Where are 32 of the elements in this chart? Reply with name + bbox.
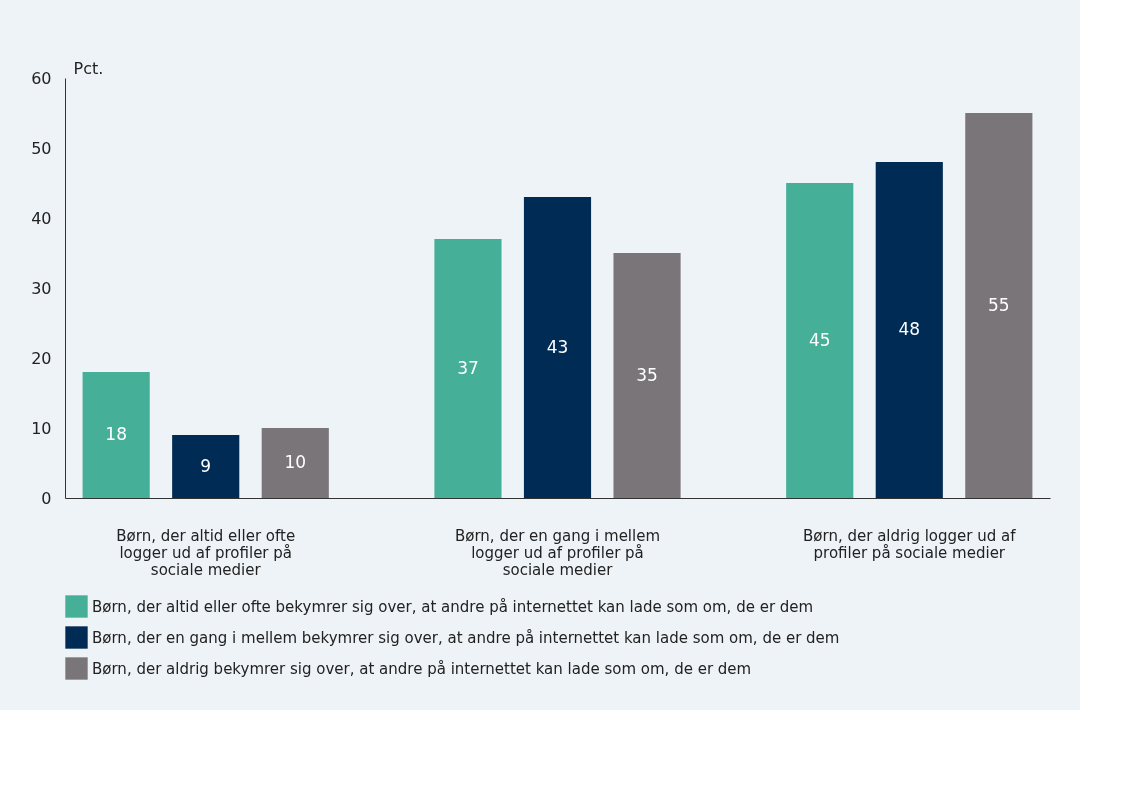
legend-label: Børn, der altid eller ofte bekymrer sig over, at andre på internettet kan lade som om, de er dem (92, 597, 814, 616)
y-tick-label: 0 (41, 488, 52, 508)
y-axis-title: Pct. (73, 58, 104, 78)
y-tick-label: 30 (31, 278, 52, 298)
bar (965, 113, 1033, 498)
x-tick-label: Børn, der en gang i mellem logger ud af profiler på sociale medier (454, 526, 661, 579)
bar (82, 372, 150, 498)
bar (786, 183, 854, 498)
y-tick-label: 20 (31, 348, 52, 368)
y-tick-label: 60 (31, 68, 52, 88)
data-label: 18 (105, 424, 127, 444)
x-tick-label: Børn, der aldrig logger ud af profiler på sociale medier (803, 526, 1017, 562)
legend-label: Børn, der aldrig bekymrer sig over, at andre på internettet kan lade som om, de er dem (92, 659, 752, 678)
bar (434, 239, 502, 498)
y-tick-label: 10 (31, 418, 52, 438)
data-label: 37 (457, 357, 479, 378)
bar (875, 162, 943, 498)
y-tick-label: 40 (31, 208, 52, 228)
data-label: 43 (546, 336, 569, 357)
bar (172, 435, 240, 498)
data-label: 9 (200, 455, 212, 476)
data-label: 48 (898, 319, 921, 339)
bar (523, 197, 592, 498)
data-label: 35 (636, 364, 658, 385)
y-tick-label: 50 (31, 138, 52, 158)
data-label: 45 (808, 329, 831, 350)
x-tick-label: Børn, der altid eller ofte logger ud af profiler på sociale medier (116, 526, 296, 579)
data-label: 10 (284, 452, 307, 472)
data-label: 55 (988, 294, 1010, 315)
legend-label: Børn, der en gang i mellem bekymrer sig over, at andre på internettet kan lade som om, de er dem (92, 628, 840, 647)
bar (261, 428, 329, 498)
bar (613, 253, 681, 498)
